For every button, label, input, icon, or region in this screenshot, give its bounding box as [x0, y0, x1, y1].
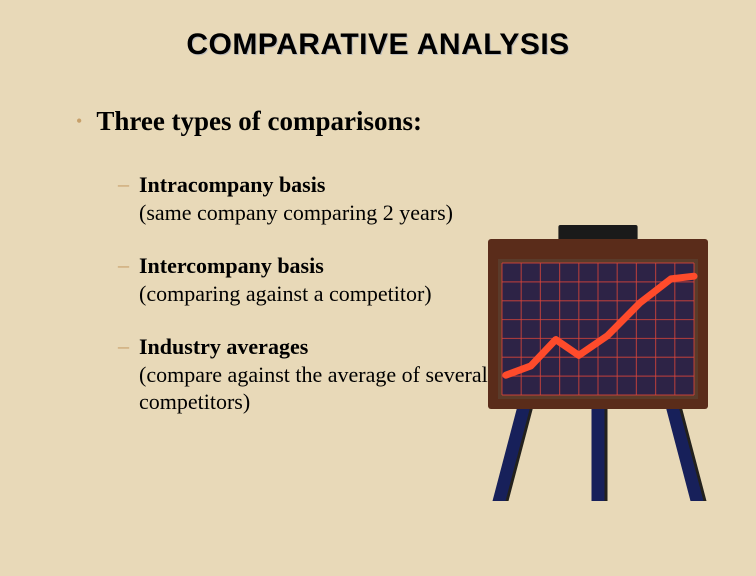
bullet-dot-icon: • — [76, 106, 82, 136]
sub-title: Industry averages — [139, 334, 308, 359]
sub-desc: (same company comparing 2 years) — [139, 200, 453, 225]
dash-icon: – — [118, 171, 129, 197]
sub-body: Intercompany basis (comparing against a … — [139, 252, 432, 307]
dash-icon: – — [118, 252, 129, 278]
sub-list: – Intracompany basis (same company compa… — [118, 171, 488, 416]
sub-body: Intracompany basis (same company compari… — [139, 171, 453, 226]
sub-desc: (comparing against a competitor) — [139, 281, 432, 306]
list-item: – Industry averages (compare against the… — [118, 333, 488, 416]
sub-body: Industry averages (compare against the a… — [139, 333, 488, 416]
list-item: – Intercompany basis (comparing against … — [118, 252, 488, 307]
sub-title: Intracompany basis — [139, 172, 325, 197]
sub-title: Intercompany basis — [139, 253, 324, 278]
chart-icon — [482, 225, 714, 505]
dash-icon: – — [118, 333, 129, 359]
main-bullet-text: Three types of comparisons: — [96, 106, 422, 137]
slide-title: COMPARATIVE ANALYSIS — [40, 28, 716, 62]
chart-easel — [482, 225, 714, 505]
list-item: – Intracompany basis (same company compa… — [118, 171, 488, 226]
main-bullet: • Three types of comparisons: — [76, 106, 716, 137]
sub-desc: (compare against the average of several … — [139, 362, 488, 415]
slide: COMPARATIVE ANALYSIS • Three types of co… — [0, 0, 756, 576]
